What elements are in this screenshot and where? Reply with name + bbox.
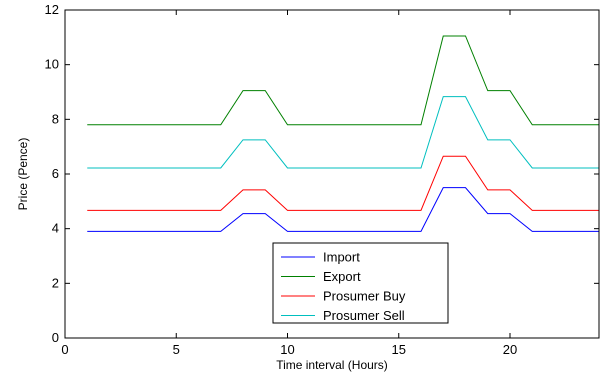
- y-tick-label: 2: [52, 275, 59, 290]
- y-tick-label: 10: [45, 57, 59, 72]
- x-tick-label: 15: [392, 342, 406, 357]
- x-axis-label: Time interval (Hours): [276, 358, 388, 372]
- legend-box: [272, 242, 449, 324]
- y-tick-label: 12: [45, 2, 59, 17]
- y-tick-label: 4: [52, 221, 59, 236]
- legend-label: Import: [323, 250, 360, 265]
- y-axis-label: Price (Pence): [16, 138, 30, 211]
- x-tick-label: 0: [61, 342, 68, 357]
- series-line-import: [87, 187, 599, 232]
- tick-layer: 0 5 10 15 20 0 2 4 6 8 10 12: [45, 2, 599, 357]
- y-tick-label: 8: [52, 111, 59, 126]
- legend-label: Export: [323, 269, 361, 284]
- series-line-export: [87, 35, 599, 126]
- y-tick-label: 6: [52, 166, 59, 181]
- y-tick-label: 0: [52, 330, 59, 345]
- legend: Import Export Prosumer Buy Prosumer Sell: [272, 242, 449, 324]
- series-layer: [87, 35, 599, 232]
- series-line-prosumer-buy: [87, 155, 599, 211]
- x-tick-label: 10: [280, 342, 294, 357]
- legend-label: Prosumer Buy: [323, 289, 406, 304]
- x-tick-label: 20: [503, 342, 517, 357]
- legend-label: Prosumer Sell: [323, 308, 405, 323]
- series-line-prosumer-sell: [87, 96, 599, 169]
- x-tick-label: 5: [173, 342, 180, 357]
